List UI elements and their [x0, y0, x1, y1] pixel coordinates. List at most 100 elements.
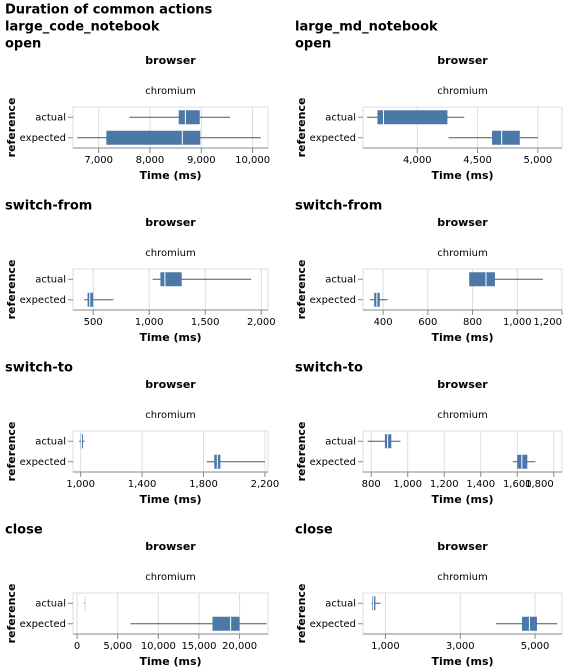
facet-title: browser [145, 540, 196, 553]
box [492, 130, 520, 145]
x-tick-label: 4,500 [463, 155, 492, 166]
x-tick-label: 400 [374, 317, 393, 328]
column-title: large_md_notebook [295, 20, 438, 35]
x-tick-label: 1,200 [430, 479, 459, 490]
plot-frame [72, 430, 269, 473]
x-tick-label: 800 [362, 479, 381, 490]
y-tick-label: expected [20, 457, 66, 468]
x-axis-title: Time (ms) [139, 169, 201, 182]
facet-title: browser [437, 540, 488, 553]
x-tick-label: 15,000 [181, 641, 216, 652]
y-tick-label: actual [35, 112, 66, 123]
y-axis-title: reference [295, 422, 308, 482]
y-axis-title: reference [295, 98, 308, 158]
panel-title: switch-to [5, 361, 73, 376]
facet-title: browser [437, 54, 488, 67]
x-tick-label: 1,400 [466, 479, 495, 490]
facet-label: chromium [437, 410, 487, 421]
y-axis-title: reference [295, 584, 308, 644]
y-axis-title: reference [5, 98, 18, 158]
x-tick-label: 1,200 [533, 317, 562, 328]
x-tick-label: 8,000 [136, 155, 165, 166]
x-tick-label: 2,200 [251, 479, 280, 490]
x-tick-label: 5,000 [524, 155, 553, 166]
y-tick-label: actual [325, 274, 356, 285]
y-tick-label: expected [20, 133, 66, 144]
y-tick-label: actual [35, 436, 66, 447]
panel-title: open [5, 37, 41, 52]
x-axis-title: Time (ms) [139, 655, 201, 668]
x-tick-label: 3,000 [446, 641, 475, 652]
x-tick-label: 0 [74, 641, 80, 652]
x-tick-label: 1,600 [503, 479, 532, 490]
y-tick-label: expected [310, 133, 356, 144]
facet-label: chromium [145, 572, 195, 583]
panel-title: switch-to [295, 361, 363, 376]
box [469, 272, 495, 287]
y-axis-title: reference [5, 422, 18, 482]
x-tick-label: 1,000 [393, 479, 422, 490]
x-tick-label: 1,000 [66, 479, 95, 490]
x-axis-title: Time (ms) [431, 493, 493, 506]
x-tick-label: 7,000 [84, 155, 113, 166]
panel-title: close [5, 523, 43, 538]
x-tick-label: 500 [84, 317, 103, 328]
facet-label: chromium [437, 248, 487, 259]
y-axis-title: reference [5, 584, 18, 644]
box [160, 272, 182, 287]
panel-title: switch-from [5, 199, 92, 214]
chart-title: Duration of common actions [5, 3, 213, 18]
facet-label: chromium [145, 86, 195, 97]
x-tick-label: 600 [418, 317, 437, 328]
x-axis-title: Time (ms) [431, 169, 493, 182]
x-tick-label: 20,000 [222, 641, 257, 652]
y-tick-label: actual [35, 598, 66, 609]
facet-title: browser [145, 54, 196, 67]
x-tick-label: 1,000 [371, 641, 400, 652]
x-axis-title: Time (ms) [139, 493, 201, 506]
x-tick-label: 1,000 [503, 317, 532, 328]
facet-title: browser [145, 378, 196, 391]
x-tick-label: 10,000 [235, 155, 270, 166]
x-tick-label: 5,000 [521, 641, 550, 652]
y-tick-label: actual [35, 274, 66, 285]
y-tick-label: expected [310, 295, 356, 306]
facet-title: browser [437, 216, 488, 229]
box [178, 110, 200, 125]
panel-title: close [295, 523, 333, 538]
y-tick-label: expected [20, 619, 66, 630]
x-tick-label: 1,800 [189, 479, 218, 490]
box [106, 130, 201, 145]
plot-frame [362, 268, 563, 311]
y-tick-label: expected [310, 619, 356, 630]
facet-title: browser [145, 216, 196, 229]
x-tick-label: 4,000 [403, 155, 432, 166]
facet-label: chromium [145, 410, 195, 421]
panel-title: open [295, 37, 331, 52]
x-tick-label: 10,000 [141, 641, 176, 652]
x-axis-title: Time (ms) [431, 655, 493, 668]
x-tick-label: 9,000 [187, 155, 216, 166]
y-tick-label: actual [325, 436, 356, 447]
x-tick-label: 800 [463, 317, 482, 328]
facet-label: chromium [437, 86, 487, 97]
y-axis-title: reference [295, 260, 308, 320]
x-tick-label: 1,800 [525, 479, 554, 490]
box [377, 110, 448, 125]
x-tick-label: 1,500 [191, 317, 220, 328]
plot-frame [362, 430, 563, 473]
x-tick-label: 1,400 [128, 479, 157, 490]
panel-title: switch-from [295, 199, 382, 214]
y-tick-label: expected [20, 295, 66, 306]
y-tick-label: expected [310, 457, 356, 468]
facet-label: chromium [437, 572, 487, 583]
x-axis-title: Time (ms) [431, 331, 493, 344]
column-title: large_code_notebook [5, 20, 160, 35]
y-axis-title: reference [5, 260, 18, 320]
facet-label: chromium [145, 248, 195, 259]
x-axis-title: Time (ms) [139, 331, 201, 344]
y-tick-label: actual [325, 112, 356, 123]
x-tick-label: 5,000 [103, 641, 132, 652]
x-tick-label: 2,000 [247, 317, 276, 328]
